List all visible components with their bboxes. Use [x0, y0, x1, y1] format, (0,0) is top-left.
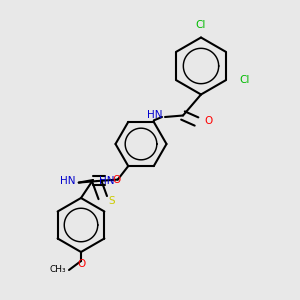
Text: CH₃: CH₃ [50, 266, 66, 274]
Text: HN: HN [146, 110, 162, 121]
Text: HN: HN [99, 176, 115, 186]
Text: O: O [112, 175, 121, 185]
Text: S: S [109, 196, 116, 206]
Text: Cl: Cl [239, 75, 250, 85]
Text: O: O [204, 116, 212, 127]
Text: Cl: Cl [196, 20, 206, 31]
Text: HN: HN [60, 176, 76, 186]
Text: O: O [77, 259, 85, 269]
